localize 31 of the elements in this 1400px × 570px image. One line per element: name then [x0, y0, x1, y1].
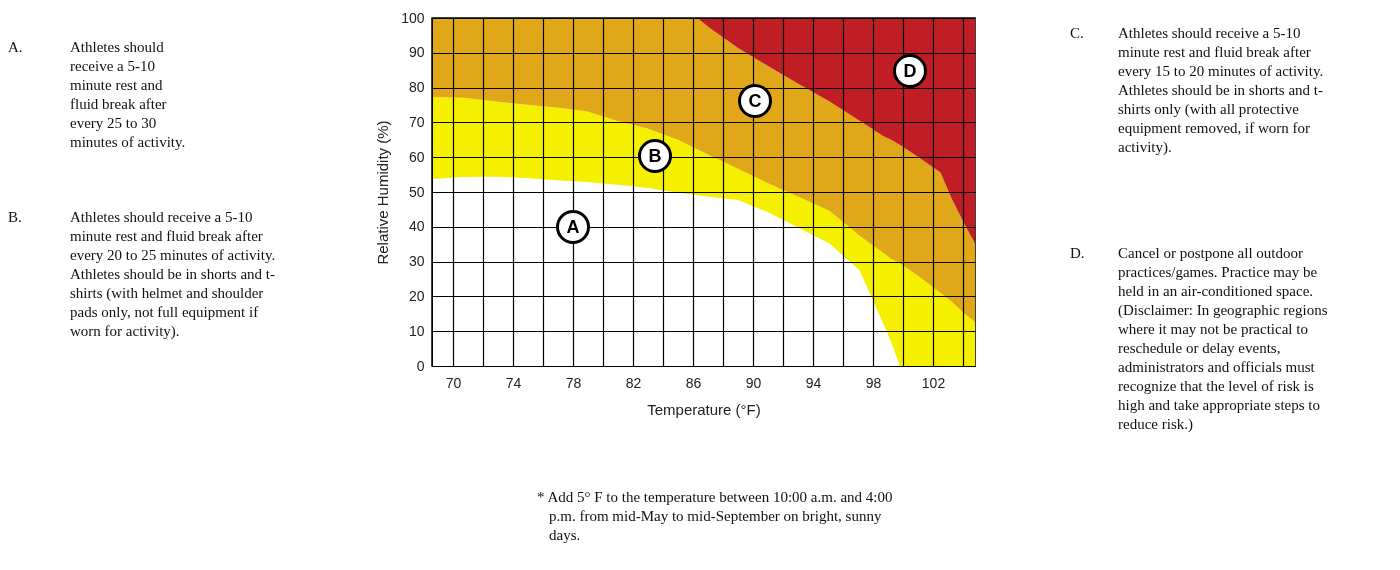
annotation: B: [638, 139, 672, 173]
y-tick-label: 40: [408, 218, 425, 235]
x-tick-label: 86: [685, 374, 702, 391]
text: A. Athletes should receive a 5-10 minute rest and fluid break after every 25 to 30 minutes of activity.: [8, 39, 186, 150]
annotation: D: [893, 54, 927, 88]
x-tick-label: 82: [625, 374, 642, 391]
y-tick-label: 0: [416, 357, 425, 374]
y-tick-label: 90: [408, 44, 425, 61]
y-tick-label: 100: [401, 9, 425, 26]
text: C. Athletes should receive a 5-10 minute rest and fluid break after every 15 to 20 minutes of activity. Athletes should be in shorts and t-shirts only (with all protective equipment removed, if worn for activity).: [1070, 25, 1324, 155]
y-tick-label: 60: [408, 148, 425, 165]
annotation: C: [738, 84, 772, 118]
y-tick-label: 80: [408, 79, 425, 96]
x-tick-label: 70: [445, 374, 462, 391]
x-tick-label: 94: [805, 374, 822, 391]
x-tick-label: 90: [745, 374, 762, 391]
x-tick-label: 78: [565, 374, 582, 391]
x-tick-label: 74: [505, 374, 522, 391]
x-axis-title: Temperature (°F): [647, 400, 761, 418]
y-tick-label: 20: [408, 287, 425, 304]
y-tick-label: 70: [408, 113, 425, 130]
x-tick-label: 98: [865, 374, 882, 391]
y-tick-label: 50: [408, 183, 425, 200]
y-axis-title: Relative Humidity (%): [374, 120, 392, 265]
annotation: A: [556, 210, 590, 244]
x-tick-label: 102: [921, 374, 946, 391]
text: D. Cancel or postpone all outdoor practices/games. Practice may be held in an air-conditioned space. (Disclaimer: In geographic regions where it may not be practical to reschedule or delay events, administrators and officials must recognize that the level of risk is high and take appropriate steps to reduce risk.): [1070, 245, 1328, 432]
text: * Add 5° F to the temperature between 10:00 a.m. and 4:00 p.m. from mid-May to mid-September on bright, sunny days.: [537, 488, 894, 545]
y-tick-label: 30: [408, 253, 425, 270]
text: B. Athletes should receive a 5-10 minute rest and fluid break after every 20 to 25 minutes of activity. Athletes should be in shorts and t-shirts (with helmet and shoulder pads only, not full equipment if worn for activity).: [8, 209, 276, 339]
y-tick-label: 10: [408, 322, 425, 339]
